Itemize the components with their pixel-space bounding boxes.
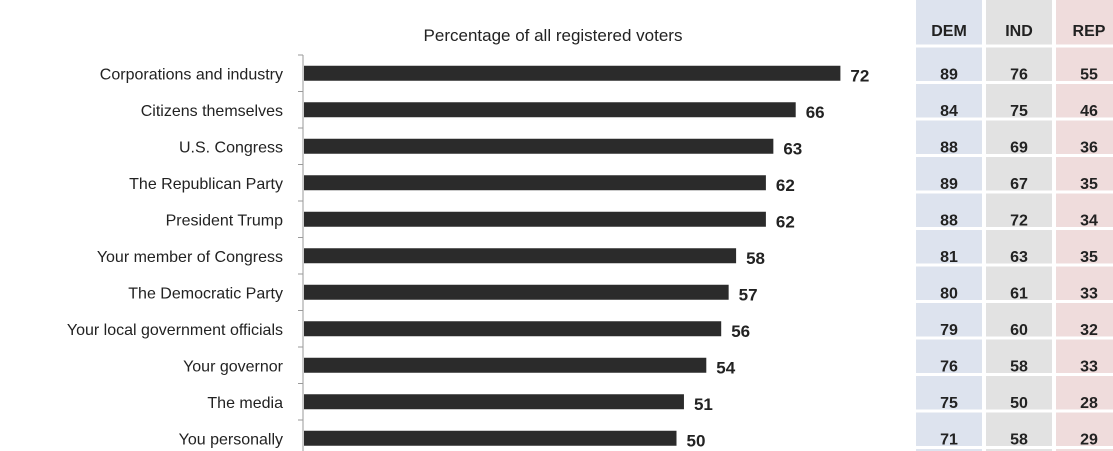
table-header: DEM bbox=[931, 23, 967, 40]
bar bbox=[304, 430, 677, 446]
table-cell: 69 bbox=[1010, 139, 1028, 156]
table-row-divider bbox=[916, 44, 1113, 48]
table-cell: 76 bbox=[940, 358, 958, 375]
y-axis-ticks bbox=[298, 54, 303, 421]
data-label: 54 bbox=[716, 358, 735, 377]
data-label: 72 bbox=[850, 66, 869, 85]
data-label: 56 bbox=[731, 322, 750, 341]
data-label: 58 bbox=[746, 249, 765, 268]
table-cell: 63 bbox=[1010, 249, 1028, 266]
table-cell: 35 bbox=[1080, 249, 1098, 266]
table-cell: 76 bbox=[1010, 66, 1028, 83]
table-row-divider bbox=[916, 117, 1113, 121]
table-cell: 75 bbox=[940, 395, 958, 412]
table-row-divider bbox=[916, 190, 1113, 194]
category-label: Citizens themselves bbox=[141, 103, 283, 120]
data-label: 50 bbox=[687, 431, 706, 450]
bar bbox=[304, 248, 737, 264]
table-row-divider bbox=[916, 154, 1113, 157]
category-label: U.S. Congress bbox=[179, 139, 283, 156]
table-row-divider bbox=[916, 373, 1113, 376]
bar bbox=[304, 102, 796, 118]
category-label: The media bbox=[207, 395, 283, 412]
category-label: Your member of Congress bbox=[97, 249, 283, 266]
table-cell: 36 bbox=[1080, 139, 1098, 156]
bars bbox=[304, 65, 841, 446]
data-label: 62 bbox=[776, 176, 795, 195]
table-row-divider bbox=[916, 336, 1113, 340]
table-cell: 67 bbox=[1010, 176, 1028, 193]
data-label: 57 bbox=[739, 285, 758, 304]
bar bbox=[304, 394, 684, 410]
category-labels: Corporations and industry Citizens themse… bbox=[67, 66, 284, 448]
table-row-divider bbox=[916, 300, 1113, 303]
table-row-divider bbox=[916, 446, 1113, 449]
table-header: REP bbox=[1073, 23, 1106, 40]
table-row-divider bbox=[916, 227, 1113, 230]
table-cell: 28 bbox=[1080, 395, 1098, 412]
bar bbox=[304, 357, 707, 373]
table-cell: 58 bbox=[1010, 431, 1028, 448]
table-cell: 84 bbox=[940, 103, 958, 120]
table-cell: 29 bbox=[1080, 431, 1098, 448]
table-cell: 89 bbox=[940, 66, 958, 83]
table-cell: 33 bbox=[1080, 358, 1098, 375]
table-row-divider bbox=[916, 409, 1113, 413]
party-table: DEM IND REP 89 76 55 84 75 46 88 69 36 89 67 35 88 72 34 8… bbox=[916, 0, 1113, 451]
table-cell: 32 bbox=[1080, 322, 1098, 339]
table-cell: 88 bbox=[940, 212, 958, 229]
table-cell: 79 bbox=[940, 322, 958, 339]
table-cell: 55 bbox=[1080, 66, 1098, 83]
category-label: President Trump bbox=[166, 212, 283, 229]
category-label: Corporations and industry bbox=[100, 66, 283, 83]
table-cell: 60 bbox=[1010, 322, 1028, 339]
table-cell: 33 bbox=[1080, 285, 1098, 302]
category-label: Your local government officials bbox=[67, 322, 283, 339]
bar bbox=[304, 211, 766, 227]
bar bbox=[304, 284, 729, 300]
table-cell: 58 bbox=[1010, 358, 1028, 375]
bar bbox=[304, 175, 766, 191]
table-cell: 34 bbox=[1080, 212, 1098, 229]
bar bbox=[304, 65, 841, 81]
table-cell: 46 bbox=[1080, 103, 1098, 120]
data-label: 51 bbox=[694, 395, 713, 414]
table-row-divider bbox=[916, 81, 1113, 84]
chart-title: Percentage of all registered voters bbox=[424, 26, 683, 45]
table-row-divider bbox=[916, 263, 1113, 267]
table-cell: 72 bbox=[1010, 212, 1028, 229]
table-cell: 88 bbox=[940, 139, 958, 156]
table-cell: 75 bbox=[1010, 103, 1028, 120]
data-label: 63 bbox=[783, 139, 802, 158]
table-cell: 81 bbox=[940, 249, 958, 266]
data-label: 66 bbox=[806, 103, 825, 122]
table-cell: 71 bbox=[940, 431, 958, 448]
category-label: The Republican Party bbox=[129, 176, 283, 193]
bar bbox=[304, 138, 774, 154]
category-label: You personally bbox=[179, 431, 283, 448]
category-label: Your governor bbox=[183, 358, 284, 375]
table-cell: 89 bbox=[940, 176, 958, 193]
table-cell: 50 bbox=[1010, 395, 1028, 412]
table-cell: 61 bbox=[1010, 285, 1028, 302]
table-header: IND bbox=[1005, 23, 1033, 40]
table-cell: 35 bbox=[1080, 176, 1098, 193]
category-label: The Democratic Party bbox=[128, 285, 283, 302]
data-label: 62 bbox=[776, 212, 795, 231]
bar bbox=[304, 321, 722, 337]
table-cell: 80 bbox=[940, 285, 958, 302]
